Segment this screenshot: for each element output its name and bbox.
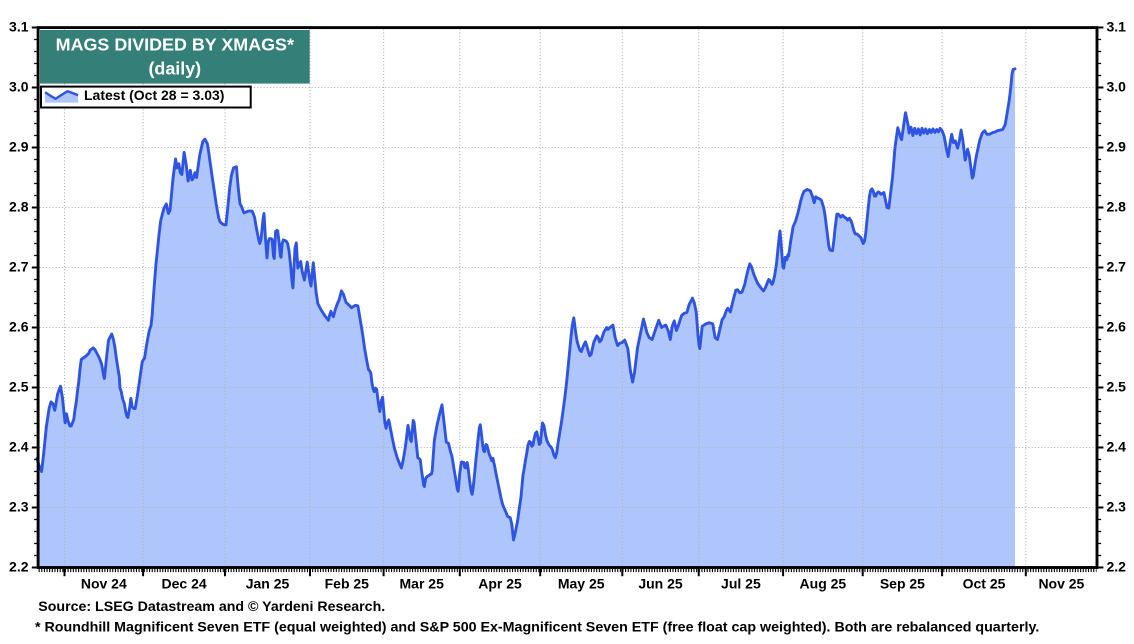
svg-text:2.2: 2.2: [9, 558, 29, 574]
svg-text:MAGS DIVIDED BY XMAGS*: MAGS DIVIDED BY XMAGS*: [56, 35, 294, 55]
svg-text:Aug 25: Aug 25: [800, 575, 847, 591]
svg-text:2.9: 2.9: [1107, 138, 1127, 154]
svg-text:Apr 25: Apr 25: [478, 575, 522, 591]
svg-text:Dec 24: Dec 24: [162, 575, 207, 591]
svg-text:3.0: 3.0: [9, 78, 29, 94]
svg-text:2.6: 2.6: [9, 318, 29, 334]
svg-text:Mar 25: Mar 25: [400, 575, 445, 591]
svg-text:Jun 25: Jun 25: [638, 575, 683, 591]
svg-text:2.8: 2.8: [9, 198, 29, 214]
svg-text:Sep 25: Sep 25: [880, 575, 925, 591]
svg-text:2.4: 2.4: [1107, 438, 1127, 454]
svg-text:2.9: 2.9: [9, 138, 29, 154]
svg-text:2.8: 2.8: [1107, 198, 1127, 214]
svg-text:Jul 25: Jul 25: [721, 575, 761, 591]
svg-text:2.7: 2.7: [1107, 258, 1127, 274]
svg-text:(daily): (daily): [148, 58, 201, 78]
svg-text:2.2: 2.2: [1107, 558, 1127, 574]
svg-text:2.4: 2.4: [9, 438, 29, 454]
svg-text:2.3: 2.3: [1107, 498, 1127, 514]
svg-text:Jan 25: Jan 25: [246, 575, 290, 591]
svg-text:2.5: 2.5: [1107, 378, 1127, 394]
svg-text:2.6: 2.6: [1107, 318, 1127, 334]
svg-text:2.5: 2.5: [9, 378, 29, 394]
svg-text:May 25: May 25: [558, 575, 605, 591]
svg-text:Oct 25: Oct 25: [963, 575, 1006, 591]
svg-text:Nov 25: Nov 25: [1038, 575, 1084, 591]
svg-text:Nov 24: Nov 24: [81, 575, 127, 591]
svg-text:Latest (Oct 28 = 3.03): Latest (Oct 28 = 3.03): [84, 87, 224, 103]
svg-text:2.3: 2.3: [9, 498, 29, 514]
svg-text:Feb 25: Feb 25: [325, 575, 370, 591]
svg-text:3.1: 3.1: [9, 18, 29, 34]
svg-text:3.0: 3.0: [1107, 78, 1127, 94]
svg-text:2.7: 2.7: [9, 258, 29, 274]
svg-text:3.1: 3.1: [1107, 18, 1127, 34]
svg-text:* Roundhill Magnificent Seven: * Roundhill Magnificent Seven ETF (equal…: [35, 619, 1039, 635]
svg-text:Source: LSEG Datastream and ©: Source: LSEG Datastream and © Yardeni Re…: [38, 599, 385, 615]
